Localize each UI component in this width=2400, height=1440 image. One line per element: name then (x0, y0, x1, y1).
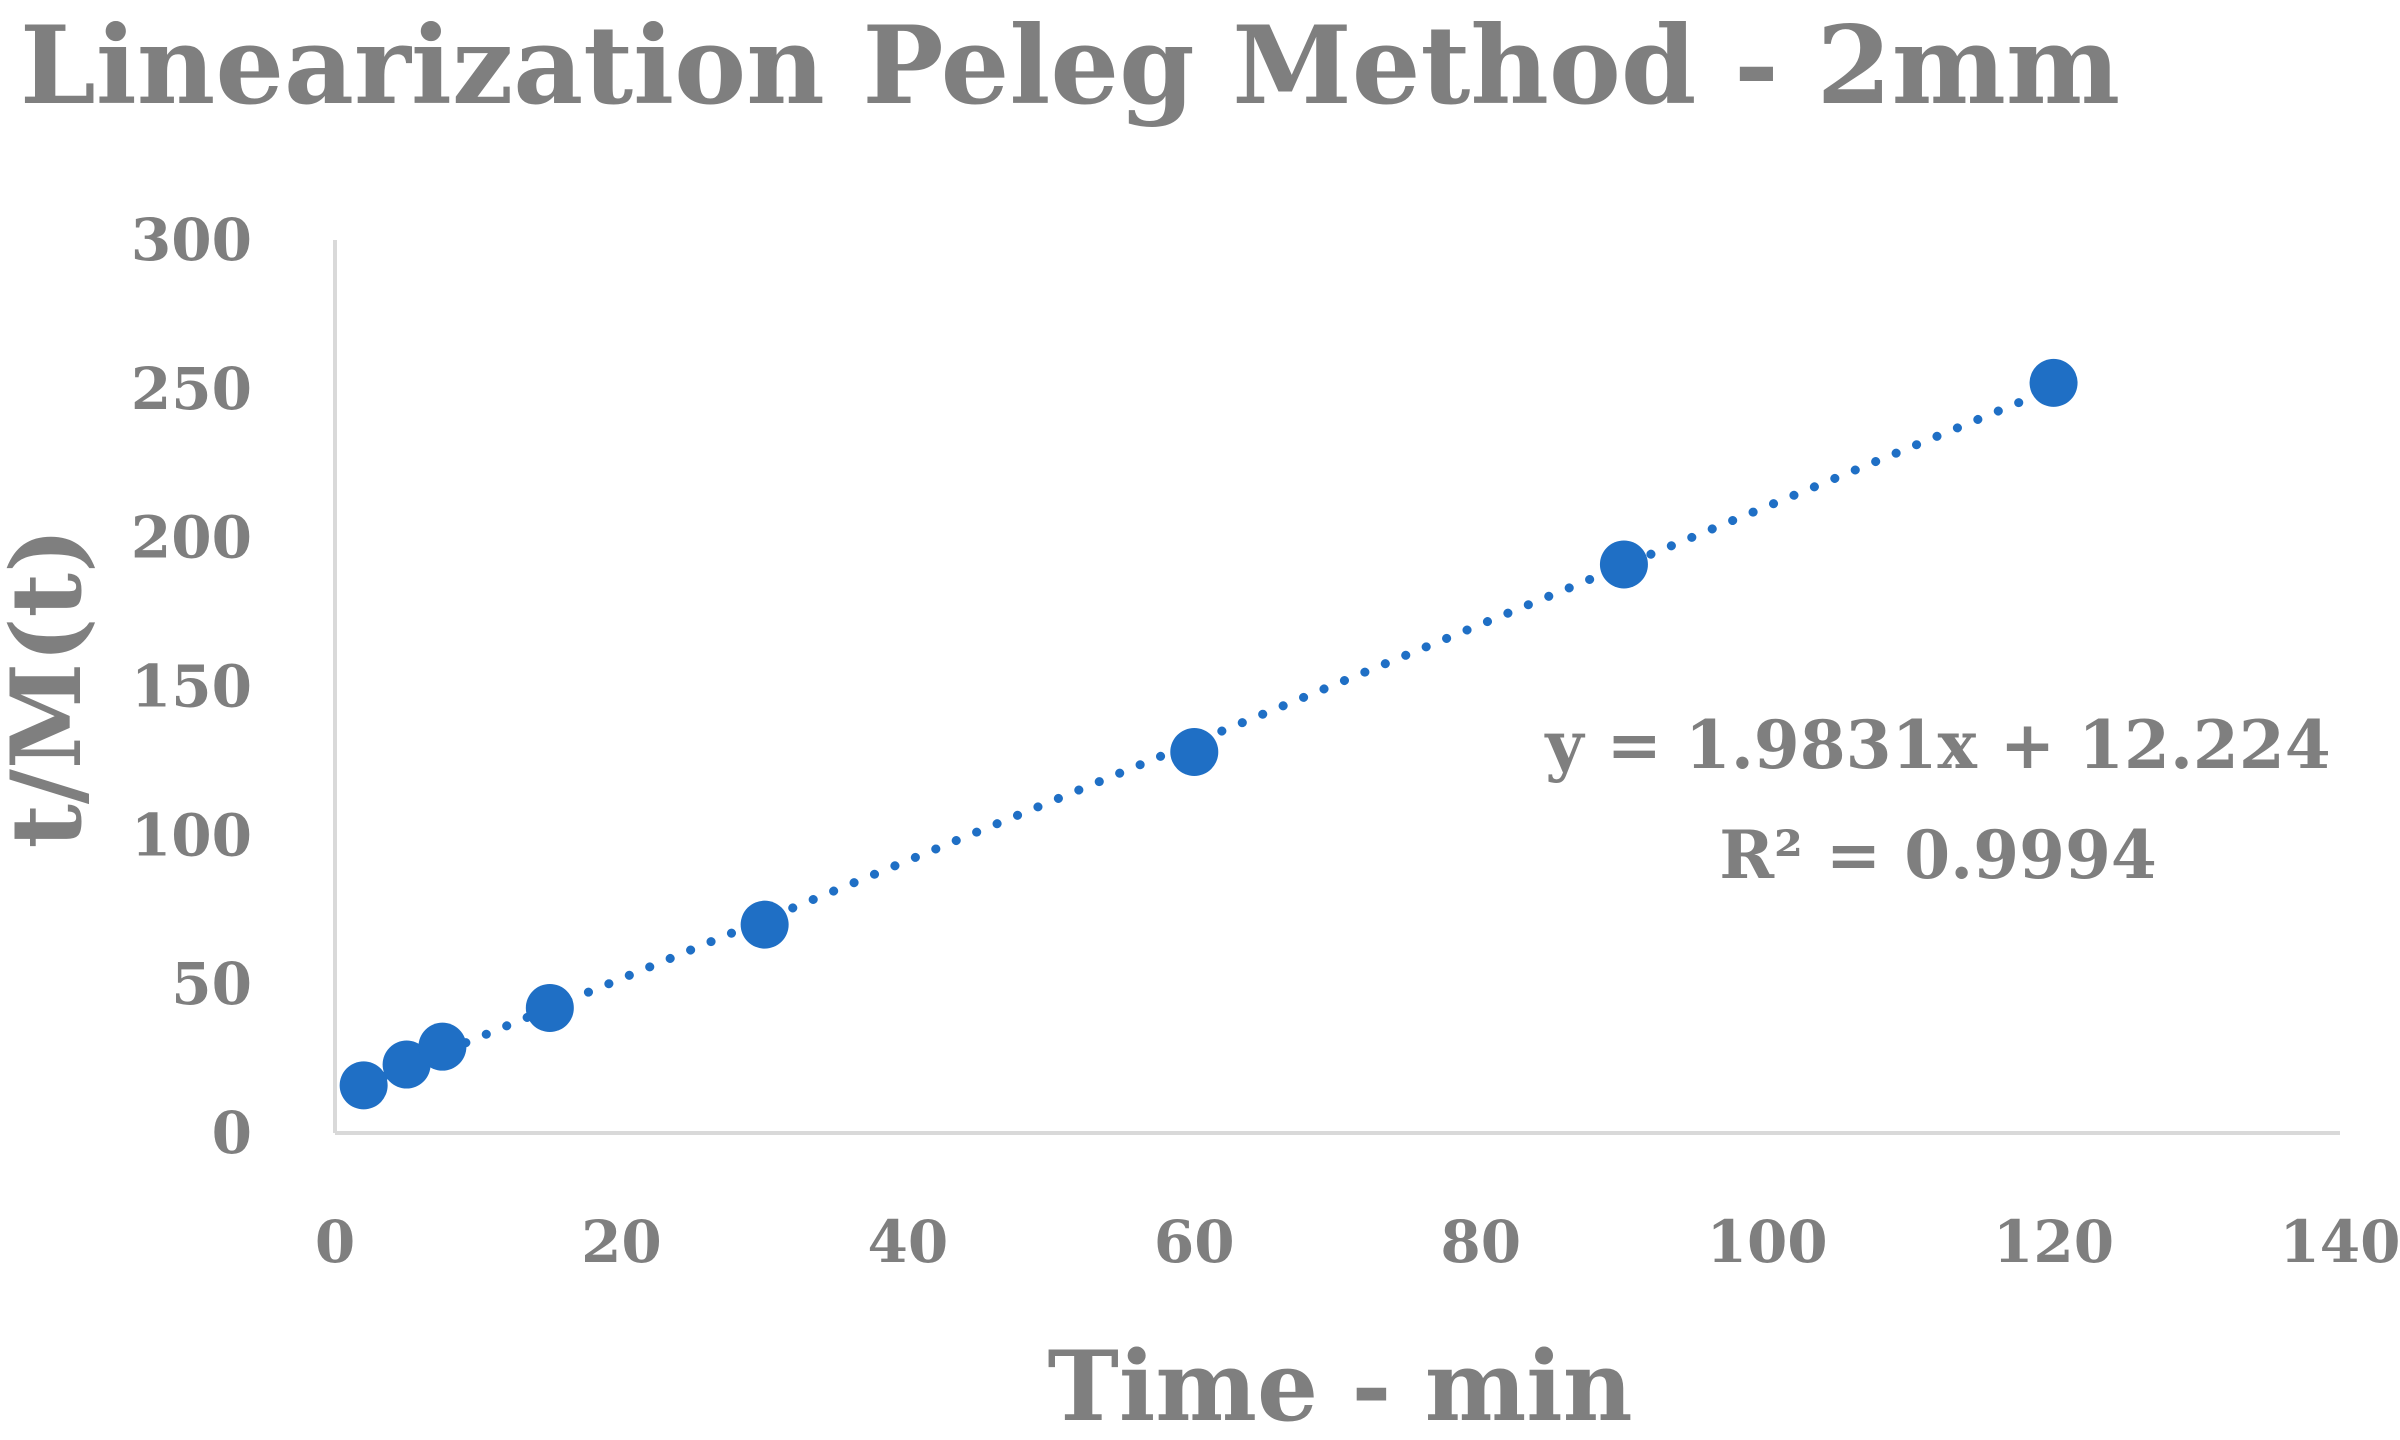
axes (333, 240, 2340, 1135)
x-tick-label: 60 (1154, 1208, 1235, 1276)
y-tick-label: 200 (131, 504, 252, 572)
x-tick-label: 80 (1440, 1208, 1521, 1276)
data-point (339, 1061, 388, 1110)
x-tick-labels: 0 20 40 60 80 100 120 140 (315, 1208, 2400, 1276)
x-tick-label: 120 (1993, 1208, 2114, 1276)
data-point (525, 983, 574, 1032)
x-axis-title: Time - min (1047, 1330, 1632, 1440)
data-points (339, 358, 2078, 1110)
y-tick-label: 300 (131, 206, 252, 274)
x-tick-label: 40 (867, 1208, 948, 1276)
y-axis-title: t/M(t) (0, 528, 103, 849)
x-tick-label: 0 (315, 1208, 355, 1276)
y-tick-label: 150 (131, 653, 252, 721)
trendline-group (359, 383, 2059, 1090)
y-tick-label: 0 (212, 1099, 252, 1167)
x-tick-label: 100 (1707, 1208, 1828, 1276)
data-point (740, 900, 789, 949)
chart-title: Linearization Peleg Method - 2mm (19, 3, 2121, 129)
trendline (359, 383, 2059, 1090)
data-point (1599, 540, 1648, 589)
r-squared-label: R² = 0.9994 (1719, 816, 2157, 894)
data-point (2029, 358, 2078, 407)
y-tick-labels: 0 50 100 150 200 250 300 (131, 206, 252, 1167)
x-tick-label: 20 (581, 1208, 662, 1276)
data-point (1170, 727, 1219, 776)
data-point (382, 1040, 431, 1089)
y-tick-label: 50 (171, 950, 252, 1018)
x-tick-label: 140 (2279, 1208, 2400, 1276)
y-tick-label: 250 (131, 355, 252, 423)
y-tick-label: 100 (131, 801, 252, 869)
trendline-equation: y = 1.9831x + 12.224 (1544, 706, 2330, 784)
data-point (418, 1022, 467, 1071)
